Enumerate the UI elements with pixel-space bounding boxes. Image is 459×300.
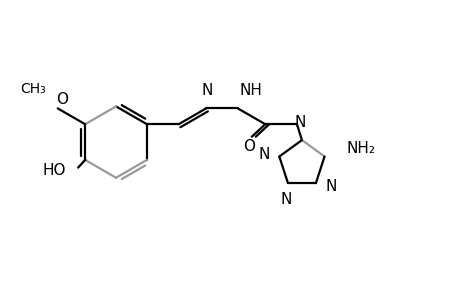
Text: HO: HO <box>43 163 66 178</box>
Text: NH₂: NH₂ <box>346 141 375 156</box>
Text: N: N <box>201 83 213 98</box>
Text: N: N <box>325 178 336 194</box>
Text: CH₃: CH₃ <box>20 82 46 96</box>
Text: O: O <box>242 139 254 154</box>
Text: N: N <box>280 192 291 207</box>
Text: NH: NH <box>239 83 262 98</box>
Text: N: N <box>294 115 305 130</box>
Text: N: N <box>257 147 269 162</box>
Text: O: O <box>56 92 67 107</box>
